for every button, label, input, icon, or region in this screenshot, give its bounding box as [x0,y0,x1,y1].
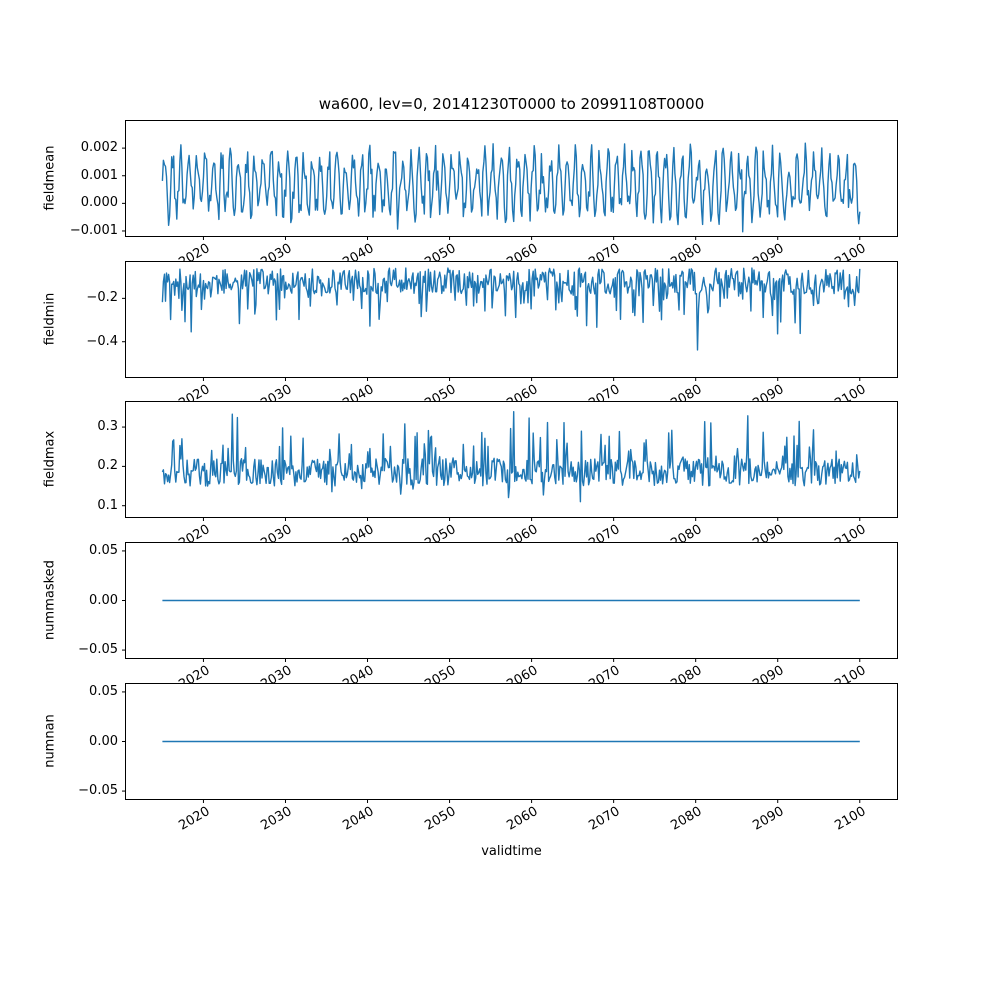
y-tick-label: −0.2 [86,290,118,306]
axes-frame [124,401,898,518]
axes-frame [124,261,898,378]
x-tick-label: 2040 [340,804,377,834]
x-tick-label: 2060 [504,804,541,834]
y-tick-label: 0.00 [89,592,118,608]
x-tick-label: 2030 [258,804,295,834]
y-tick-label: −0.05 [78,783,118,799]
x-tick-label: 2020 [176,804,213,834]
y-tick-label: 0.2 [97,458,118,474]
series-line-fieldmean [161,142,860,233]
series-line-fieldmax [161,411,860,503]
x-tick-label: 2070 [586,804,623,834]
plot-area-numnan [121,683,898,803]
chart-title: wa600, lev=0, 20141230T0000 to 20991108T… [318,95,705,113]
x-tick-label: 2090 [750,804,787,834]
y-tick-label: 0.001 [80,167,118,183]
axes-frame [124,542,898,659]
y-tick-label: 0.000 [80,195,118,211]
series-line-fieldmin [161,267,860,351]
plot-area-fieldmean [121,120,898,240]
x-axis-label: validtime [481,844,542,859]
y-tick-label: 0.002 [80,140,118,156]
x-tick-label: 2050 [422,804,459,834]
y-tick-label: −0.05 [78,642,118,658]
x-tick-label: 2100 [832,804,869,834]
plot-area-fieldmin [121,261,898,381]
axes-background [125,120,897,237]
y-tick-label: −0.4 [86,333,118,349]
y-tick-label: −0.001 [69,222,118,238]
axes-frame [124,683,898,800]
y-tick-label: 0.1 [97,497,118,513]
y-tick-label: 0.05 [89,542,118,558]
axes-frame [124,120,898,237]
y-tick-label: 0.05 [89,683,118,699]
plot-area-fieldmax [121,401,898,521]
plot-area-nummasked [121,542,898,662]
y-tick-label: 0.3 [97,419,118,435]
x-tick-label: 2080 [668,804,705,834]
y-tick-label: 0.00 [89,733,118,749]
